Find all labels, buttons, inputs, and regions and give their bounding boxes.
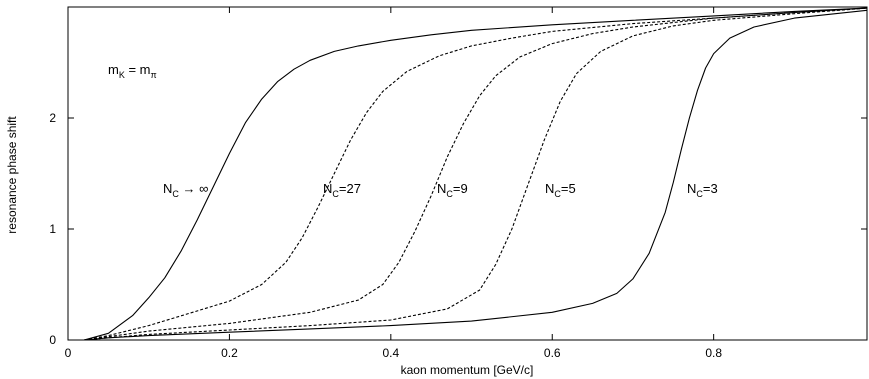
mass-annotation: mK = mπ [108, 62, 157, 80]
mass-annotation-sub1: K [119, 70, 125, 80]
mass-annotation-sub2: π [151, 70, 157, 80]
curve-label-2: NC=9 [437, 181, 468, 199]
mass-annotation-eq: = m [125, 62, 151, 77]
x-tick-label: 0 [65, 346, 72, 360]
curve-label-sub: C [554, 189, 561, 199]
curve-label-sub: C [696, 189, 703, 199]
curve-label-main: N [163, 181, 172, 196]
plot-frame [67, 6, 868, 341]
curve-label-0: NC → ∞ [163, 181, 208, 199]
curve-labels: NC → ∞ NC=27 NC=9 NC=5 NC=3 [163, 181, 718, 199]
series-line-3 [84, 7, 868, 341]
curve-label-4: NC=3 [687, 181, 718, 199]
curve-label-sub: C [332, 189, 339, 199]
curve-label-main: N [687, 181, 696, 196]
curve-label-main: N [323, 181, 332, 196]
curve-label-1: NC=27 [323, 181, 361, 199]
y-tick-label: 2 [49, 111, 56, 125]
curve-label-3: NC=5 [545, 181, 576, 199]
curves [83, 7, 868, 341]
curve-label-rest: =9 [453, 181, 468, 196]
y-tick-label: 0 [49, 333, 56, 347]
y-tick-label: 1 [49, 222, 56, 236]
curve-label-sub: C [446, 189, 453, 199]
series-line-0 [83, 7, 868, 341]
curve-label-main: N [545, 181, 554, 196]
series-line-1 [84, 7, 868, 341]
curve-label-rest: =27 [339, 181, 361, 196]
series-line-4 [84, 9, 868, 341]
series-line-2 [84, 7, 868, 341]
x-axis-title: kaon momentum [GeV/c] [401, 363, 534, 377]
x-tick-label: 0.4 [382, 346, 399, 360]
curve-label-main: N [437, 181, 446, 196]
x-tick-label: 0.2 [221, 346, 238, 360]
y-axis-title: resonance phase shift [5, 116, 19, 234]
curve-label-sub: C [172, 189, 179, 199]
curve-label-rest: → ∞ [179, 181, 209, 196]
curve-label-rest: =5 [561, 181, 576, 196]
axis-ticks: 0 0.2 0.4 0.6 0.8 0 1 2 [49, 7, 867, 360]
mass-annotation-main: m [108, 62, 119, 77]
curve-label-rest: =3 [703, 181, 718, 196]
x-tick-label: 0.6 [544, 346, 561, 360]
x-tick-label: 0.8 [705, 346, 722, 360]
